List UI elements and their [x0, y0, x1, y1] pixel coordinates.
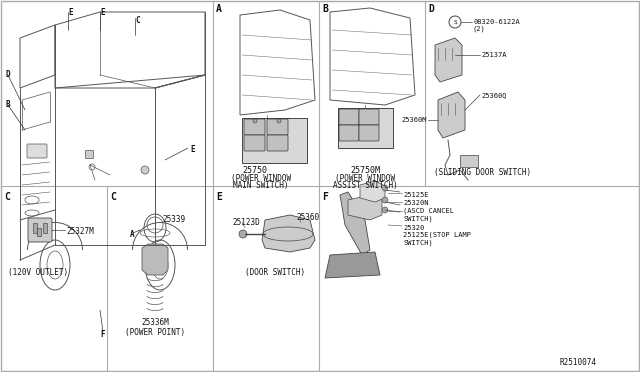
Polygon shape — [435, 38, 462, 82]
Text: D: D — [428, 4, 434, 14]
Text: (POWER WINDOW: (POWER WINDOW — [231, 174, 291, 183]
FancyBboxPatch shape — [338, 108, 393, 148]
FancyBboxPatch shape — [244, 135, 265, 151]
Text: 25750M: 25750M — [350, 166, 380, 175]
Circle shape — [239, 230, 247, 238]
Bar — [85, 150, 93, 158]
Text: (POWER WINDOW: (POWER WINDOW — [335, 174, 395, 183]
Text: 25137A: 25137A — [481, 52, 506, 58]
Text: B: B — [322, 4, 328, 14]
Text: F: F — [100, 330, 104, 339]
Bar — [460, 155, 478, 167]
Bar — [33, 223, 37, 233]
Polygon shape — [340, 192, 370, 255]
Text: MAIN SWITCH): MAIN SWITCH) — [233, 181, 289, 190]
Text: R2510074: R2510074 — [560, 358, 597, 367]
Polygon shape — [325, 252, 380, 278]
Circle shape — [253, 119, 257, 123]
Text: 25125E: 25125E — [403, 192, 429, 198]
Text: (2): (2) — [473, 25, 486, 32]
Text: E: E — [68, 8, 72, 17]
Text: E: E — [216, 192, 222, 202]
Polygon shape — [360, 181, 385, 202]
FancyBboxPatch shape — [242, 118, 307, 163]
Text: C: C — [110, 192, 116, 202]
Polygon shape — [348, 195, 382, 220]
FancyBboxPatch shape — [339, 109, 359, 125]
Text: B: B — [5, 100, 10, 109]
Text: (120V OUTLET): (120V OUTLET) — [8, 268, 68, 277]
Text: 25320N: 25320N — [403, 200, 429, 206]
FancyBboxPatch shape — [339, 125, 359, 141]
FancyBboxPatch shape — [359, 109, 379, 125]
Text: (POWER POINT): (POWER POINT) — [125, 328, 185, 337]
Text: S: S — [453, 19, 457, 25]
Text: ASSIST SWITCH): ASSIST SWITCH) — [333, 181, 397, 190]
FancyBboxPatch shape — [359, 125, 379, 141]
Circle shape — [382, 197, 388, 203]
Text: F: F — [322, 192, 328, 202]
Text: 25123D: 25123D — [232, 218, 260, 227]
Text: E: E — [190, 145, 195, 154]
FancyBboxPatch shape — [28, 218, 52, 242]
Text: C: C — [4, 192, 10, 202]
FancyBboxPatch shape — [267, 135, 288, 151]
FancyBboxPatch shape — [244, 119, 265, 135]
Bar — [43, 223, 47, 233]
Text: (SLIDING DOOR SWITCH): (SLIDING DOOR SWITCH) — [434, 168, 531, 177]
Text: (DOOR SWITCH): (DOOR SWITCH) — [245, 268, 305, 277]
Text: 25336M: 25336M — [141, 318, 169, 327]
Text: 25360: 25360 — [296, 213, 319, 222]
Polygon shape — [438, 92, 465, 138]
Polygon shape — [262, 215, 315, 252]
Circle shape — [382, 185, 388, 191]
Text: 25750: 25750 — [243, 166, 268, 175]
Text: A: A — [216, 4, 222, 14]
Text: 25327M: 25327M — [66, 227, 93, 236]
Text: 25360Q: 25360Q — [481, 92, 506, 98]
FancyBboxPatch shape — [267, 119, 288, 135]
Text: D: D — [5, 70, 10, 79]
FancyBboxPatch shape — [27, 144, 47, 158]
Text: 25320: 25320 — [403, 225, 424, 231]
Text: E: E — [100, 8, 104, 17]
Text: 25339: 25339 — [162, 215, 185, 224]
Text: (ASCD CANCEL: (ASCD CANCEL — [403, 208, 454, 215]
Text: C: C — [135, 16, 140, 25]
Circle shape — [382, 207, 388, 213]
Polygon shape — [142, 244, 168, 275]
Text: 08320-6122A: 08320-6122A — [473, 19, 520, 25]
Circle shape — [141, 166, 149, 174]
Text: 25360M: 25360M — [401, 117, 427, 123]
Text: A: A — [130, 230, 134, 239]
Bar — [37, 228, 41, 236]
Text: 25125E(STOP LAMP: 25125E(STOP LAMP — [403, 232, 471, 238]
Text: SWITCH): SWITCH) — [403, 215, 433, 221]
Text: SWITCH): SWITCH) — [403, 239, 433, 246]
Circle shape — [277, 119, 281, 123]
